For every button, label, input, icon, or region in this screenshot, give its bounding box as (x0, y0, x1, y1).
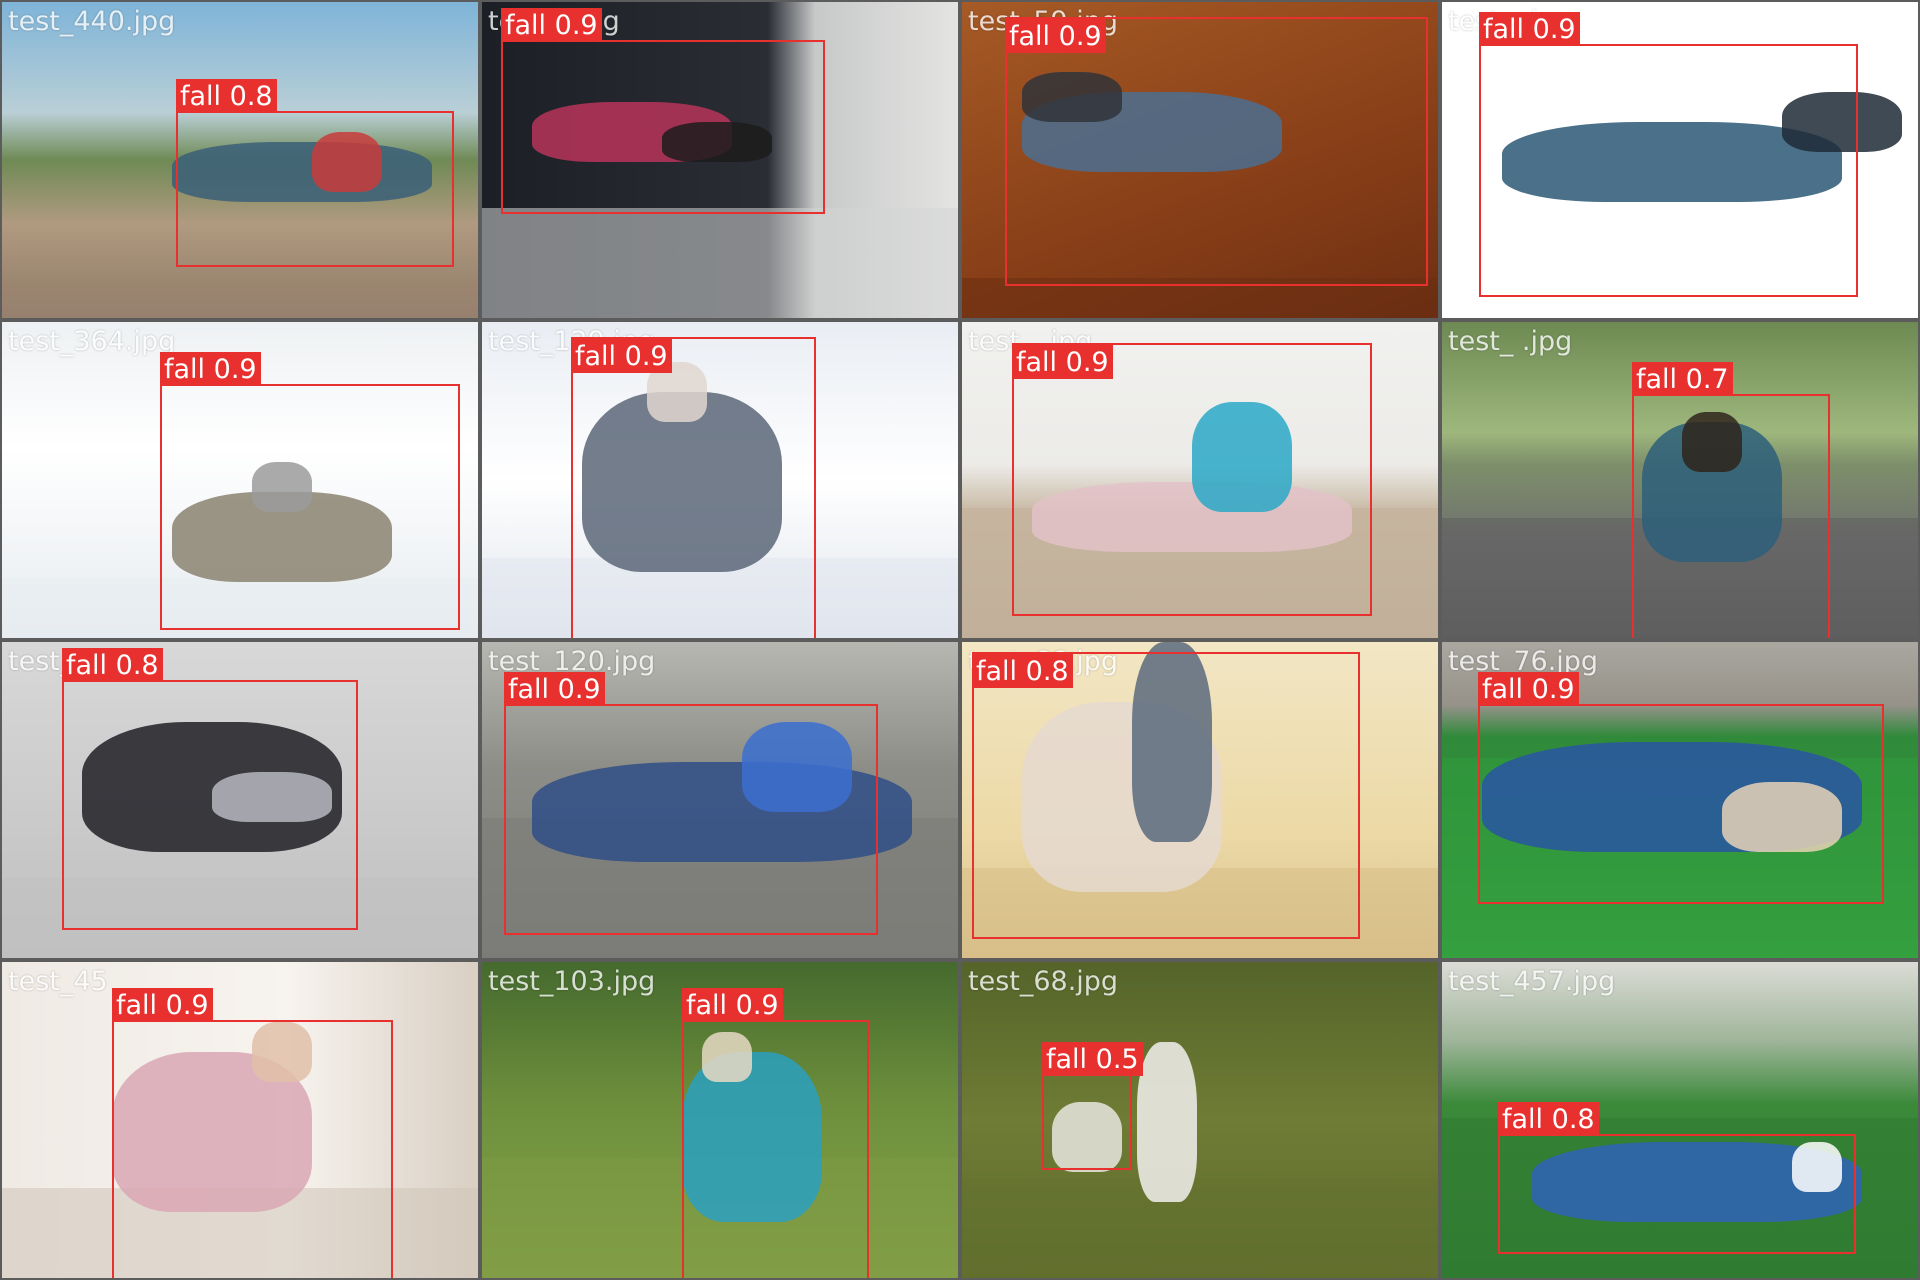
detection-label: fall 0.5 (1042, 1042, 1143, 1076)
detection-box: fall 0.9 (1012, 343, 1372, 616)
detection-label: fall 0.9 (571, 339, 672, 373)
person-silhouette (1022, 72, 1122, 122)
person-silhouette (1792, 1142, 1842, 1192)
detection-label: fall 0.8 (176, 79, 277, 113)
image-filename: test_45 (8, 966, 108, 997)
image-tile: test_ .jpg fall 0.7 (1440, 320, 1920, 640)
person-silhouette (1782, 92, 1902, 152)
detection-box: fall 0.9 (682, 988, 869, 1278)
detection-box: fall 0.9 (1479, 12, 1858, 297)
image-filename: test_ .jpg (1448, 326, 1573, 357)
detection-label: fall 0.9 (1012, 345, 1113, 379)
detection-box: fall 0.9 (1478, 672, 1884, 904)
image-tile: test_45 fall 0.9 (0, 960, 480, 1280)
person-silhouette (1052, 1102, 1122, 1172)
detection-box: fall 0.9 (501, 8, 825, 214)
detection-label: fall 0.9 (504, 672, 605, 706)
detection-box: fall 0.8 (176, 79, 454, 267)
image-tile: test_ g fall 0.8 (0, 640, 480, 960)
person-silhouette (1192, 402, 1292, 512)
person-silhouette (702, 1032, 752, 1082)
image-filename: test_103.jpg (488, 966, 656, 997)
person-silhouette (1722, 782, 1842, 852)
image-tile: test_76.jpg fall 0.9 (1440, 640, 1920, 960)
detection-label: fall 0.9 (1478, 672, 1579, 706)
image-tile: test_364.jpg fall 0.9 (0, 320, 480, 640)
detection-label: fall 0.8 (972, 654, 1073, 688)
person-silhouette (312, 132, 382, 192)
person-silhouette (1682, 412, 1742, 472)
person-silhouette (252, 1022, 312, 1082)
photo-ground (2, 288, 478, 318)
image-filename: test_76.jpg (1448, 646, 1599, 677)
detection-box: fall 0.9 (1005, 17, 1428, 286)
detection-label: fall 0.9 (160, 352, 261, 386)
detection-label: fall 0.9 (501, 8, 602, 42)
detection-label: fall 0.9 (1479, 12, 1580, 46)
person-silhouette (1032, 482, 1352, 552)
person-silhouette (582, 392, 782, 572)
person-silhouette (252, 462, 312, 512)
detection-box: fall 0.5 (1042, 1042, 1143, 1170)
person-silhouette (1132, 642, 1212, 842)
person-silhouette (1137, 1042, 1197, 1202)
image-filename: test_68.jpg (968, 966, 1119, 997)
image-filename: test_457.jpg (1448, 966, 1616, 997)
photo-ground (2, 878, 478, 958)
detection-label: fall 0.8 (62, 648, 163, 682)
person-silhouette (742, 722, 852, 812)
image-filename: test_440.jpg (8, 6, 176, 37)
image-tile: test_120.jpg fall 0.9 (480, 640, 960, 960)
detection-box: fall 0.9 (160, 352, 460, 630)
image-filename: test_364.jpg (8, 326, 176, 357)
person-silhouette (172, 142, 432, 202)
image-filename: test_120.jpg (488, 646, 656, 677)
detection-box: fall 0.7 (1632, 362, 1830, 638)
detection-box: fall 0.8 (1498, 1102, 1856, 1254)
person-silhouette (682, 1052, 822, 1222)
detection-label: fall 0.9 (1005, 19, 1106, 53)
detection-label: fall 0.7 (1632, 362, 1733, 396)
detection-box: fall 0.9 (571, 337, 816, 638)
detection-label: fall 0.9 (682, 988, 783, 1022)
detection-box: fall 0.8 (972, 652, 1360, 939)
detection-box: fall 0.9 (504, 672, 878, 935)
detection-box: fall 0.8 (62, 648, 358, 930)
person-silhouette (662, 122, 772, 162)
detection-box: fall 0.9 (112, 988, 393, 1278)
detection-label: fall 0.9 (112, 988, 213, 1022)
photo-ground (482, 208, 958, 318)
detection-label: fall 0.8 (1498, 1102, 1599, 1136)
person-silhouette (212, 772, 332, 822)
photo-ground (962, 1178, 1438, 1278)
